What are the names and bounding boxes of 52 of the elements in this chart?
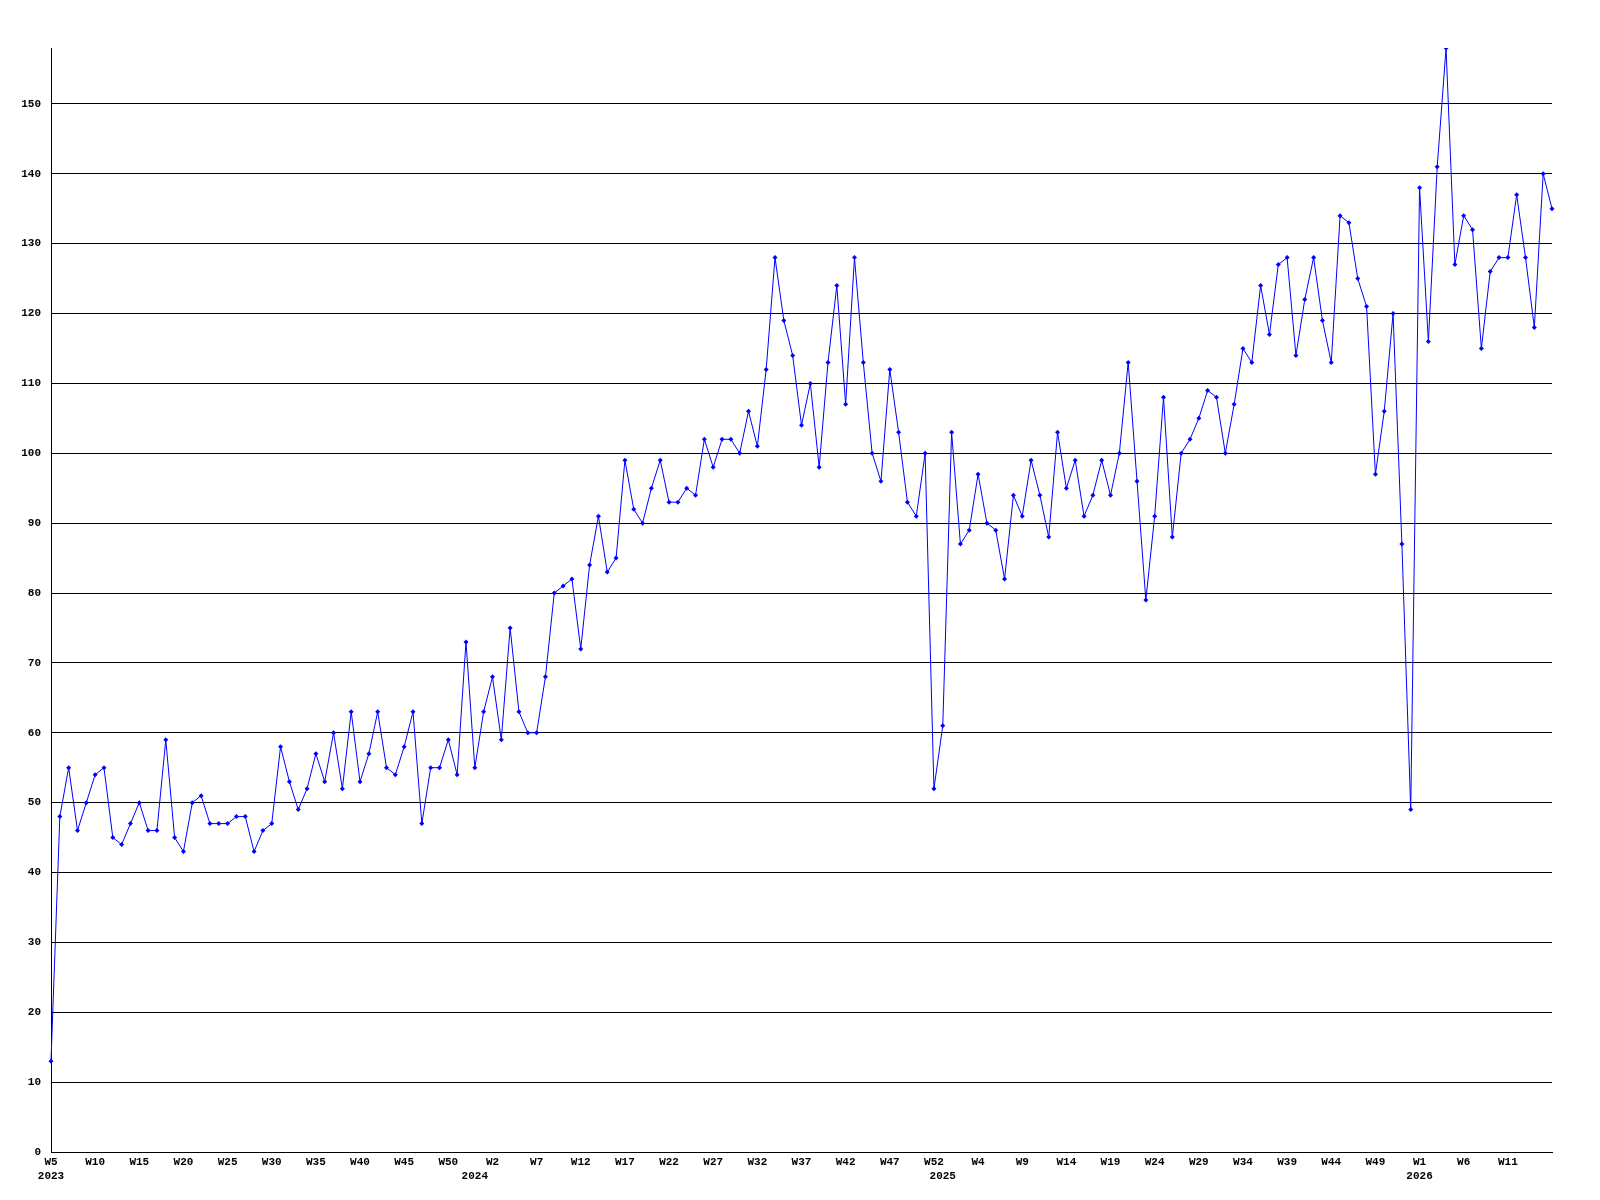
y-tick-label: 50 xyxy=(27,796,41,809)
y-tick-label: 120 xyxy=(21,307,41,320)
y-tick-label: 60 xyxy=(27,726,41,739)
y-tick-label: 140 xyxy=(21,167,41,180)
x-tick-label: W40 xyxy=(350,1156,370,1169)
y-tick-label: 130 xyxy=(21,237,41,250)
x-tick-label: W9 xyxy=(1015,1156,1029,1169)
y-tick-label: 80 xyxy=(27,586,41,599)
x-tick-label: W14 xyxy=(1056,1156,1077,1169)
x-tick-label: W6 xyxy=(1457,1156,1471,1169)
x-tick-label: W30 xyxy=(261,1156,282,1169)
x-tick-label: W15 xyxy=(129,1156,150,1169)
y-tick-label: 40 xyxy=(27,866,41,879)
y-tick-label: 90 xyxy=(27,516,41,529)
x-tick-label: W4 xyxy=(971,1156,986,1169)
x-tick-label: W12 xyxy=(570,1156,591,1169)
x-tick-label: W24 xyxy=(1144,1156,1165,1169)
y-tick-label: 10 xyxy=(27,1075,41,1088)
y-tick-label: 100 xyxy=(21,447,41,460)
x-tick-label: W34 xyxy=(1233,1156,1254,1169)
x-tick-label: W29 xyxy=(1188,1156,1209,1169)
y-tick-label: 30 xyxy=(27,936,41,949)
x-tick-label: W10 xyxy=(85,1156,106,1169)
x-tick-label: W39 xyxy=(1277,1156,1298,1169)
x-tick-label: W45 xyxy=(394,1156,415,1169)
x-tick-label: W2 xyxy=(485,1156,500,1169)
y-tick-label: 110 xyxy=(21,377,41,390)
y-tick-label: 0 xyxy=(34,1145,41,1158)
x-tick-label: W37 xyxy=(791,1156,812,1169)
x-tick-label: W49 xyxy=(1365,1156,1386,1169)
x-tick-label: W20 xyxy=(173,1156,194,1169)
y-tick-label: 150 xyxy=(21,97,41,110)
x-tick-label: 2025 xyxy=(929,1169,957,1182)
x-tick-label: W22 xyxy=(659,1156,679,1169)
x-tick-label: W11 xyxy=(1497,1156,1519,1169)
x-tick-label: 2024 xyxy=(461,1169,489,1182)
y-tick-label: 70 xyxy=(27,656,41,669)
y-tick-label: 20 xyxy=(27,1006,41,1019)
x-tick-label: W19 xyxy=(1100,1156,1121,1169)
x-tick-label: W52 xyxy=(924,1156,944,1169)
x-tick-label: W7 xyxy=(530,1156,544,1169)
x-tick-label: W44 xyxy=(1321,1156,1342,1169)
x-tick-label: W47 xyxy=(879,1156,900,1169)
x-tick-label: W25 xyxy=(217,1156,238,1169)
x-tick-label: W32 xyxy=(747,1156,768,1169)
x-tick-label: W27 xyxy=(703,1156,724,1169)
x-tick-label: W50 xyxy=(438,1156,459,1169)
x-tick-label: W5 2023 xyxy=(37,1156,65,1182)
x-tick-label: W42 xyxy=(835,1156,856,1169)
x-tick-label: W35 xyxy=(305,1156,327,1169)
x-tick-label: W17 xyxy=(615,1156,635,1169)
x-tick-label: W1 2026 xyxy=(1406,1156,1433,1182)
